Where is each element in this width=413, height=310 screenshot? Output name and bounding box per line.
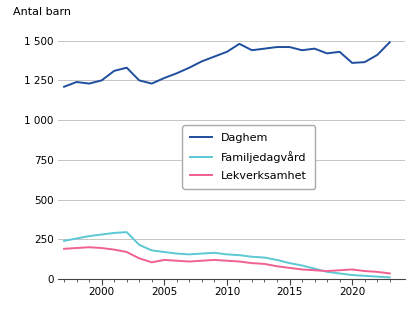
Daghem bbox=[375, 53, 380, 57]
Lekverksamhet bbox=[312, 268, 317, 272]
Lekverksamhet bbox=[199, 259, 204, 263]
Daghem bbox=[237, 42, 242, 46]
Familjedagvård bbox=[287, 261, 292, 265]
Daghem bbox=[124, 66, 129, 69]
Lekverksamhet bbox=[325, 269, 330, 273]
Daghem bbox=[337, 50, 342, 54]
Familjedagvård bbox=[74, 237, 79, 240]
Daghem bbox=[287, 45, 292, 49]
Familjedagvård bbox=[199, 252, 204, 255]
Daghem bbox=[174, 71, 179, 75]
Familjedagvård bbox=[350, 273, 355, 277]
Legend: Daghem, Familjedagvård, Lekverksamhet: Daghem, Familjedagvård, Lekverksamhet bbox=[183, 125, 315, 188]
Daghem bbox=[212, 55, 217, 59]
Daghem bbox=[387, 40, 392, 44]
Lekverksamhet bbox=[187, 260, 192, 264]
Familjedagvård bbox=[262, 256, 267, 259]
Familjedagvård bbox=[212, 251, 217, 255]
Familjedagvård bbox=[299, 264, 304, 267]
Line: Daghem: Daghem bbox=[64, 42, 390, 87]
Familjedagvård bbox=[62, 239, 66, 243]
Familjedagvård bbox=[237, 253, 242, 257]
Lekverksamhet bbox=[124, 250, 129, 254]
Line: Lekverksamhet: Lekverksamhet bbox=[64, 247, 390, 273]
Lekverksamhet bbox=[224, 259, 229, 263]
Lekverksamhet bbox=[137, 256, 142, 260]
Lekverksamhet bbox=[275, 264, 280, 268]
Familjedagvård bbox=[275, 258, 280, 262]
Daghem bbox=[112, 69, 116, 73]
Lekverksamhet bbox=[249, 261, 254, 265]
Daghem bbox=[249, 48, 254, 52]
Daghem bbox=[74, 80, 79, 84]
Daghem bbox=[62, 85, 66, 89]
Familjedagvård bbox=[375, 275, 380, 278]
Text: Antal barn: Antal barn bbox=[13, 7, 71, 17]
Familjedagvård bbox=[174, 252, 179, 255]
Daghem bbox=[262, 47, 267, 51]
Lekverksamhet bbox=[62, 247, 66, 251]
Lekverksamhet bbox=[262, 262, 267, 266]
Daghem bbox=[87, 82, 92, 86]
Lekverksamhet bbox=[87, 246, 92, 249]
Daghem bbox=[187, 66, 192, 69]
Familjedagvård bbox=[312, 267, 317, 271]
Lekverksamhet bbox=[362, 269, 367, 273]
Daghem bbox=[199, 60, 204, 63]
Lekverksamhet bbox=[350, 268, 355, 271]
Familjedagvård bbox=[162, 250, 167, 254]
Daghem bbox=[362, 60, 367, 64]
Familjedagvård bbox=[224, 253, 229, 256]
Daghem bbox=[149, 82, 154, 86]
Lekverksamhet bbox=[174, 259, 179, 263]
Familjedagvård bbox=[99, 232, 104, 237]
Lekverksamhet bbox=[299, 268, 304, 271]
Daghem bbox=[350, 61, 355, 65]
Lekverksamhet bbox=[375, 270, 380, 274]
Familjedagvård bbox=[325, 270, 330, 274]
Familjedagvård bbox=[362, 274, 367, 278]
Lekverksamhet bbox=[387, 272, 392, 275]
Daghem bbox=[312, 47, 317, 51]
Lekverksamhet bbox=[237, 260, 242, 264]
Familjedagvård bbox=[137, 243, 142, 247]
Familjedagvård bbox=[249, 255, 254, 259]
Lekverksamhet bbox=[149, 260, 154, 264]
Familjedagvård bbox=[337, 272, 342, 275]
Daghem bbox=[162, 76, 167, 80]
Daghem bbox=[299, 48, 304, 52]
Lekverksamhet bbox=[74, 246, 79, 250]
Lekverksamhet bbox=[162, 258, 167, 262]
Lekverksamhet bbox=[212, 258, 217, 262]
Lekverksamhet bbox=[337, 268, 342, 272]
Lekverksamhet bbox=[112, 248, 116, 251]
Familjedagvård bbox=[387, 276, 392, 279]
Familjedagvård bbox=[187, 253, 192, 256]
Daghem bbox=[275, 45, 280, 49]
Familjedagvård bbox=[124, 230, 129, 234]
Lekverksamhet bbox=[99, 246, 104, 250]
Daghem bbox=[99, 78, 104, 82]
Daghem bbox=[224, 50, 229, 54]
Familjedagvård bbox=[112, 231, 116, 235]
Familjedagvård bbox=[149, 249, 154, 252]
Daghem bbox=[137, 78, 142, 82]
Lekverksamhet bbox=[287, 266, 292, 270]
Familjedagvård bbox=[87, 234, 92, 238]
Line: Familjedagvård: Familjedagvård bbox=[64, 232, 390, 277]
Daghem bbox=[325, 51, 330, 55]
